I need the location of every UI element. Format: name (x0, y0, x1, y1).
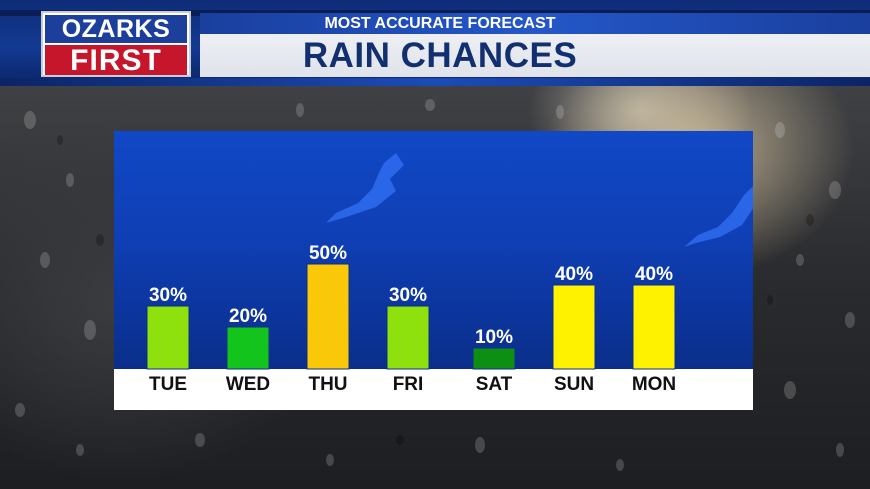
subtitle-band (200, 13, 870, 34)
day-label-fri: FRI (393, 374, 424, 395)
bar-mon (632, 284, 676, 370)
day-label-tue: TUE (149, 374, 187, 395)
day-label-sun: SUN (554, 374, 594, 395)
cloud-swoosh-right (684, 186, 753, 247)
day-label-thu: THU (308, 374, 347, 395)
station-logo: OZARKS FIRST (41, 11, 191, 77)
rain-chance-bar-chart: 30% 20% 50% 30% 10% 40% 40% TUE WED THU FRI SAT SUN… (146, 153, 753, 395)
bar-tue (146, 305, 190, 370)
chart-panel: 30% 20% 50% 30% 10% 40% 40% TUE WED THU FRI SAT SUN… (114, 131, 753, 410)
value-label-thu: 50% (309, 243, 347, 264)
cloud-swoosh-left (326, 153, 404, 223)
bar-sun (552, 284, 596, 370)
logo-line1: OZARKS (45, 15, 187, 43)
value-label-tue: 30% (149, 285, 187, 306)
page-title: RAIN CHANCES (302, 36, 578, 75)
logo-line2: FIRST (45, 45, 187, 76)
day-label-wed: WED (226, 374, 270, 395)
subtitle: MOST ACCURATE FORECAST (324, 15, 556, 32)
value-label-fri: 30% (389, 285, 427, 306)
bar-sat (472, 347, 516, 370)
day-label-sat: SAT (476, 374, 513, 395)
header-bottom-stripe (0, 78, 870, 86)
day-label-mon: MON (632, 374, 676, 395)
bar-thu (306, 263, 350, 370)
bar-fri (386, 305, 430, 370)
bar-wed (226, 326, 270, 370)
value-label-mon: 40% (635, 264, 673, 285)
value-label-sat: 10% (475, 327, 513, 348)
value-label-sun: 40% (555, 264, 593, 285)
value-label-wed: 20% (229, 306, 267, 327)
